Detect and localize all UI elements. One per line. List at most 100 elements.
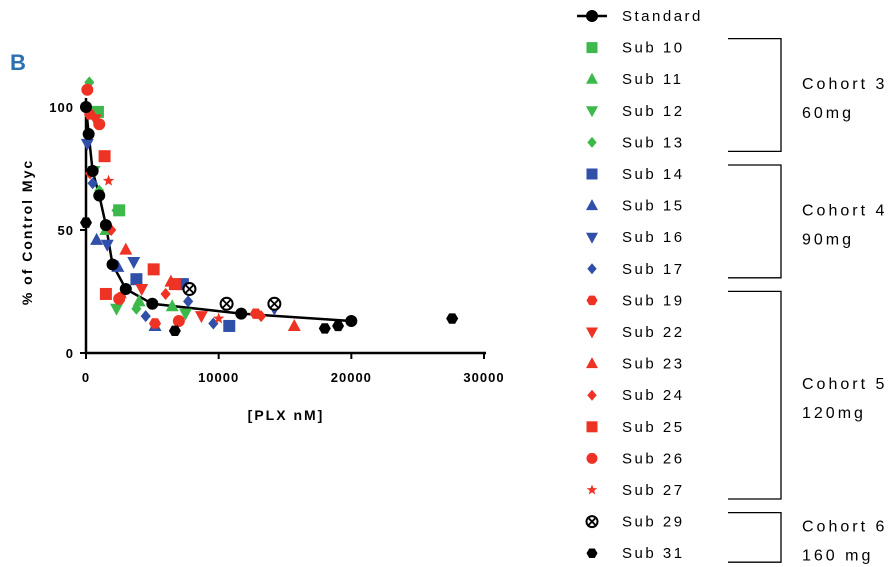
point-standard	[146, 297, 159, 310]
point-sub-13	[111, 204, 122, 217]
legend-label: Sub 14	[622, 166, 685, 183]
x-tick-label: 20000	[331, 370, 372, 385]
point-sub-14	[223, 319, 236, 332]
point-sub-12	[179, 308, 192, 321]
point-sub-31	[168, 325, 181, 337]
legend-label: Sub 11	[622, 71, 683, 88]
point-sub-11	[132, 294, 146, 307]
cohort-3-group: Cohort 5 120mg	[728, 290, 887, 500]
point-sub-17	[140, 310, 151, 323]
point-sub-25	[99, 287, 112, 300]
point-sub-23	[119, 242, 133, 255]
point-sub-13	[84, 76, 95, 89]
point-sub-25	[98, 150, 111, 163]
cohort-dose: 120mg	[802, 405, 866, 422]
point-sub-22	[194, 311, 208, 324]
legend-entry-sub-31: Sub 31	[586, 545, 682, 562]
legend-marker	[586, 548, 598, 558]
legend-entry-sub-12: Sub 12	[586, 103, 685, 120]
point-sub-12	[110, 303, 124, 316]
point-standard	[345, 315, 358, 328]
cohort-name: Cohort 3	[802, 76, 887, 93]
point-sub-22	[135, 284, 149, 297]
point-sub-24	[160, 287, 171, 300]
x-tick-label: 30000	[463, 370, 504, 385]
y-axis-ticks: 0 50 100	[49, 100, 86, 361]
point-sub-31	[446, 313, 459, 324]
cohort-bracket	[728, 164, 782, 279]
cohort-bracket	[728, 37, 782, 153]
legend-label: Sub 19	[622, 292, 685, 309]
legend-marker	[586, 42, 598, 54]
point-sub-31	[318, 323, 331, 334]
point-standard	[82, 128, 95, 141]
cohort-name: Cohort 5	[802, 376, 887, 393]
legend-label: Standard	[622, 8, 703, 25]
point-standard	[99, 219, 112, 232]
point-standard	[119, 283, 132, 296]
point-sub-25	[168, 278, 181, 291]
legend-marker	[586, 327, 598, 339]
point-sub-17	[208, 317, 219, 330]
point-sub-24	[106, 224, 117, 236]
legend-entry-sub-19: Sub 19	[586, 292, 685, 309]
legend-marker	[587, 136, 597, 148]
legend-entry-sub-27: Sub 27	[586, 482, 685, 499]
cohort-dose: 60mg	[802, 105, 854, 122]
point-sub-26	[81, 83, 94, 96]
point-sub-24	[256, 310, 267, 323]
legend-marker	[586, 452, 598, 464]
point-standard	[93, 189, 106, 202]
point-sub-16	[100, 239, 114, 252]
legend-marker	[587, 263, 597, 275]
point-sub-29	[219, 296, 234, 311]
point-sub-11	[165, 299, 179, 312]
point-standard	[80, 101, 92, 113]
data-points	[80, 76, 459, 337]
legend-entry-sub-24: Sub 24	[587, 387, 685, 404]
legend-entry-sub-29: Sub 29	[585, 514, 682, 531]
legend-marker	[586, 10, 598, 22]
point-standard	[106, 258, 119, 271]
legend-label: Sub 10	[622, 40, 685, 57]
cohort-dose: 90mg	[802, 231, 854, 248]
x-tick-label: 10000	[198, 370, 239, 385]
legend-label: Sub 13	[622, 134, 685, 151]
legend-marker	[586, 168, 598, 180]
legend-label: Sub 12	[622, 103, 685, 120]
legend-entry-sub-10: Sub 10	[586, 40, 685, 57]
x-axis-ticks: 0 10000 20000 30000	[82, 353, 504, 385]
cohort-2-group: Cohort 4 90mg	[728, 164, 884, 279]
standard-points	[80, 101, 358, 328]
panel-label: B	[10, 50, 26, 75]
point-sub-16	[127, 256, 141, 269]
legend-marker	[586, 232, 598, 244]
point-sub-14	[130, 273, 143, 286]
legend-entry-sub-14: Sub 14	[586, 166, 685, 183]
x-tick-label: 0	[82, 370, 90, 385]
point-sub-17	[87, 177, 98, 190]
legend-entry-sub-16: Sub 16	[586, 229, 685, 246]
legend-marker	[586, 106, 598, 118]
point-sub-26	[172, 315, 185, 328]
point-standard	[86, 164, 99, 177]
legend-label: Sub 27	[622, 482, 685, 499]
cohort-bracket	[728, 511, 782, 563]
point-sub-13	[131, 302, 142, 315]
x-axis-title: [PLX nM]	[248, 407, 325, 423]
legend-marker	[586, 421, 598, 433]
point-sub-31	[80, 217, 92, 228]
cohort-dose: 160 mg	[802, 547, 873, 564]
legend-label: Sub 16	[622, 229, 685, 246]
legend-marker	[586, 295, 598, 306]
point-sub-29	[182, 282, 197, 297]
legend-entry-sub-26: Sub 26	[586, 450, 682, 467]
legend-marker	[586, 357, 598, 369]
point-sub-17	[183, 295, 194, 308]
point-sub-25	[147, 263, 160, 276]
legend-marker	[586, 199, 598, 211]
legend-label: Sub 24	[622, 387, 685, 404]
scatter-plot: 0 10000 20000 30000 0 50 100 [PLX nM] % of Co…	[19, 76, 504, 423]
